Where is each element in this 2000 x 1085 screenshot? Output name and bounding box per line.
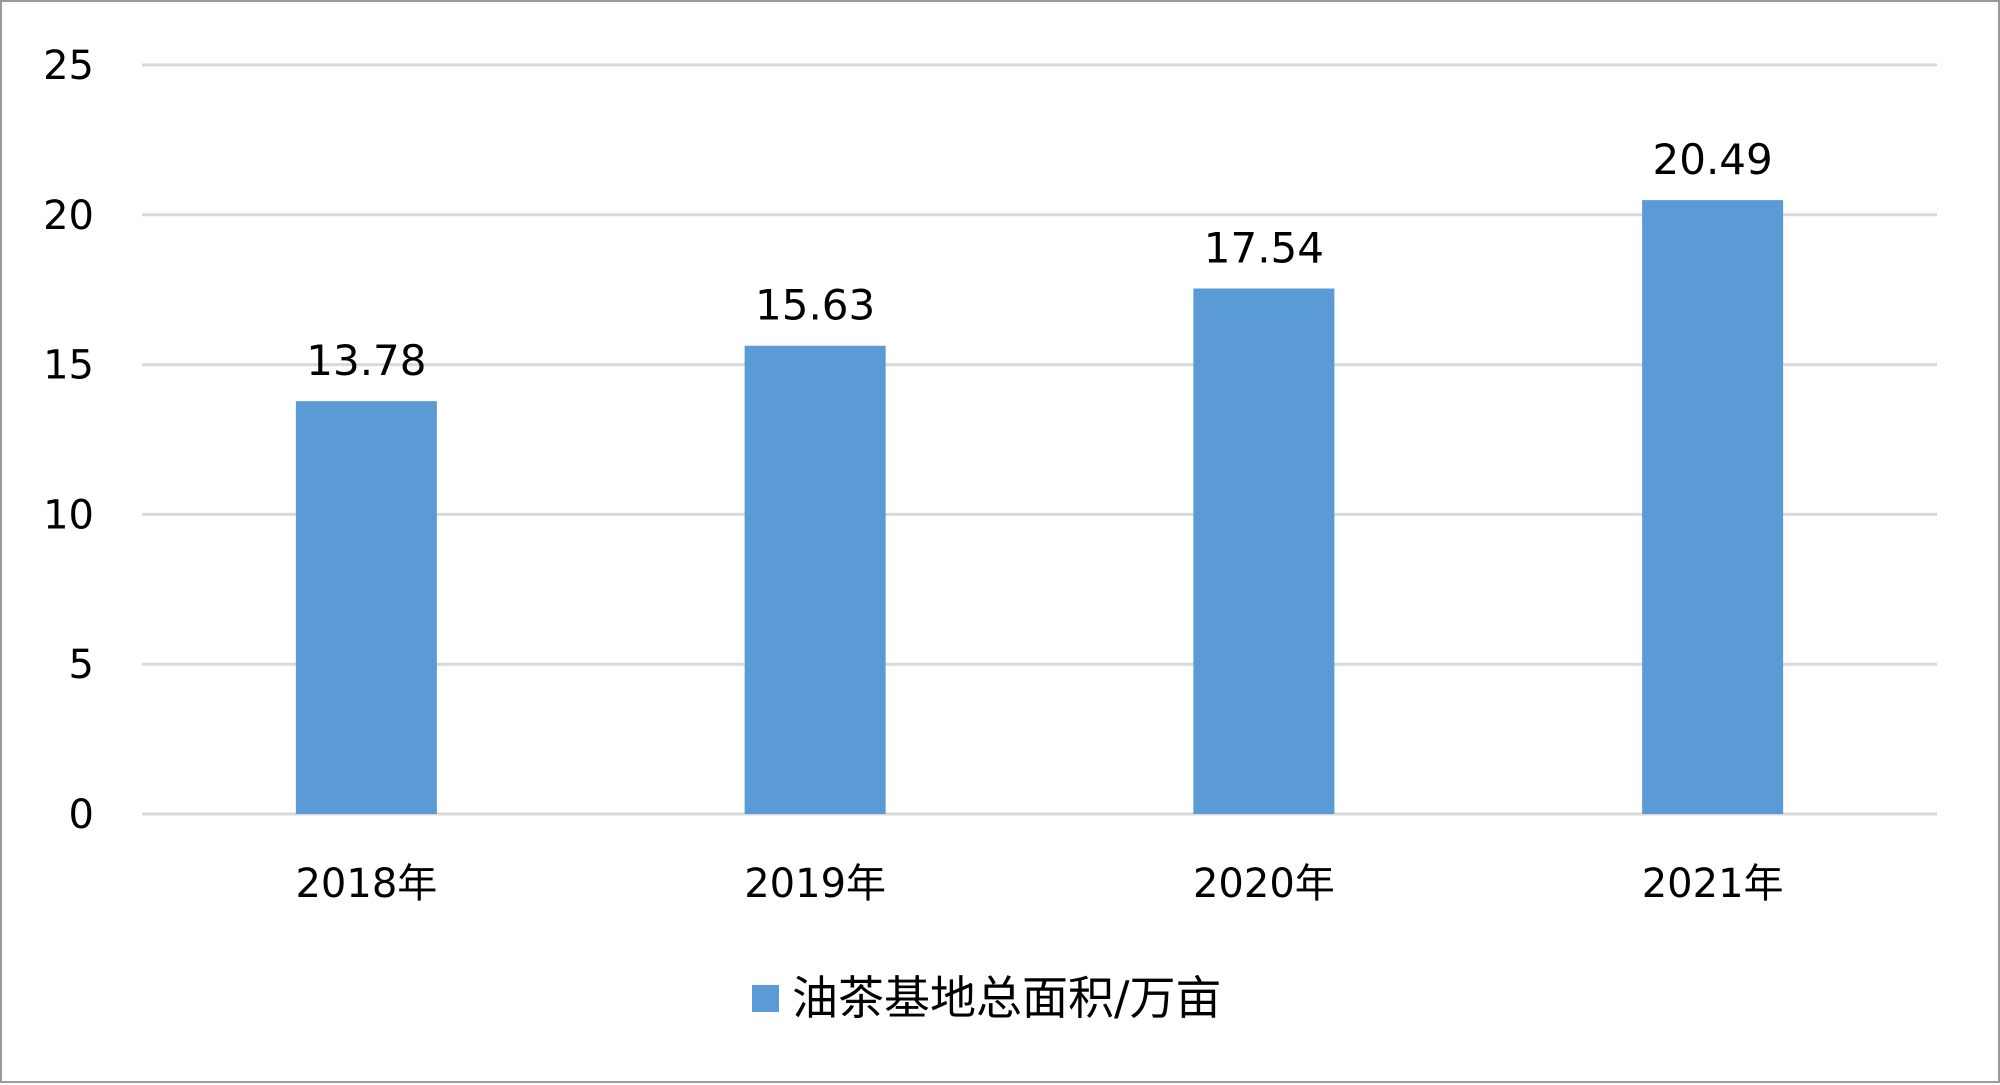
gridlines xyxy=(142,63,1937,816)
y-tick-label: 15 xyxy=(43,343,94,389)
data-labels: 13.78 15.63 17.54 20.49 xyxy=(306,135,1773,385)
x-tick-label: 2019年 xyxy=(744,861,886,907)
legend-swatch xyxy=(752,985,779,1012)
y-tick-label: 10 xyxy=(43,492,94,538)
legend: 油茶基地总面积/万亩 xyxy=(752,971,1222,1025)
data-label: 15.63 xyxy=(755,281,875,330)
y-tick-label: 5 xyxy=(69,642,94,688)
bar xyxy=(744,345,886,814)
bar xyxy=(1193,288,1335,814)
bars xyxy=(295,200,1784,814)
bar xyxy=(295,401,437,814)
data-label: 17.54 xyxy=(1204,224,1324,273)
y-tick-label: 25 xyxy=(43,43,94,89)
y-tick-label: 20 xyxy=(43,193,94,239)
y-tick-label: 0 xyxy=(69,792,94,838)
x-axis-ticks: 2018年 2019年 2020年 2021年 xyxy=(295,861,1783,907)
data-label: 13.78 xyxy=(306,336,426,385)
legend-label: 油茶基地总面积/万亩 xyxy=(792,971,1222,1025)
y-axis-ticks: 0 5 10 15 20 25 xyxy=(43,43,94,838)
x-tick-label: 2018年 xyxy=(295,861,437,907)
data-label: 20.49 xyxy=(1653,135,1773,184)
x-tick-label: 2020年 xyxy=(1193,861,1335,907)
x-tick-label: 2021年 xyxy=(1642,861,1784,907)
bar xyxy=(1642,200,1784,814)
